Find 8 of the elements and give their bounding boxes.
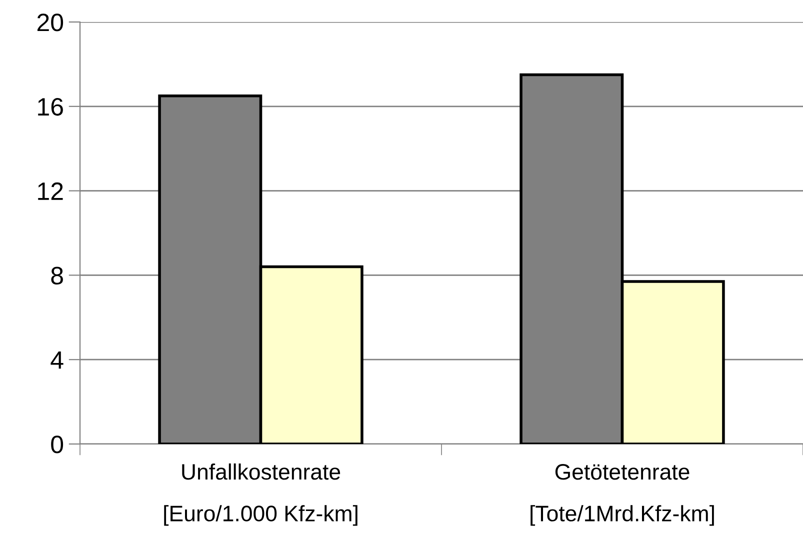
x-tick-label: Unfallkostenrate [Euro/1.000 Kfz-km]: [164, 463, 358, 526]
y-tick-label: 4: [50, 351, 64, 369]
y-tick-label: 8: [51, 266, 63, 285]
x-tick-label: Getötetenrate [Tote/1Mrd.Kfz-km]: [530, 464, 714, 526]
y-tick-label: 16: [38, 98, 63, 116]
y-tick-label: 12: [38, 182, 63, 200]
y-tick-label: 20: [37, 14, 64, 32]
y-tick-label: 0: [51, 436, 64, 454]
